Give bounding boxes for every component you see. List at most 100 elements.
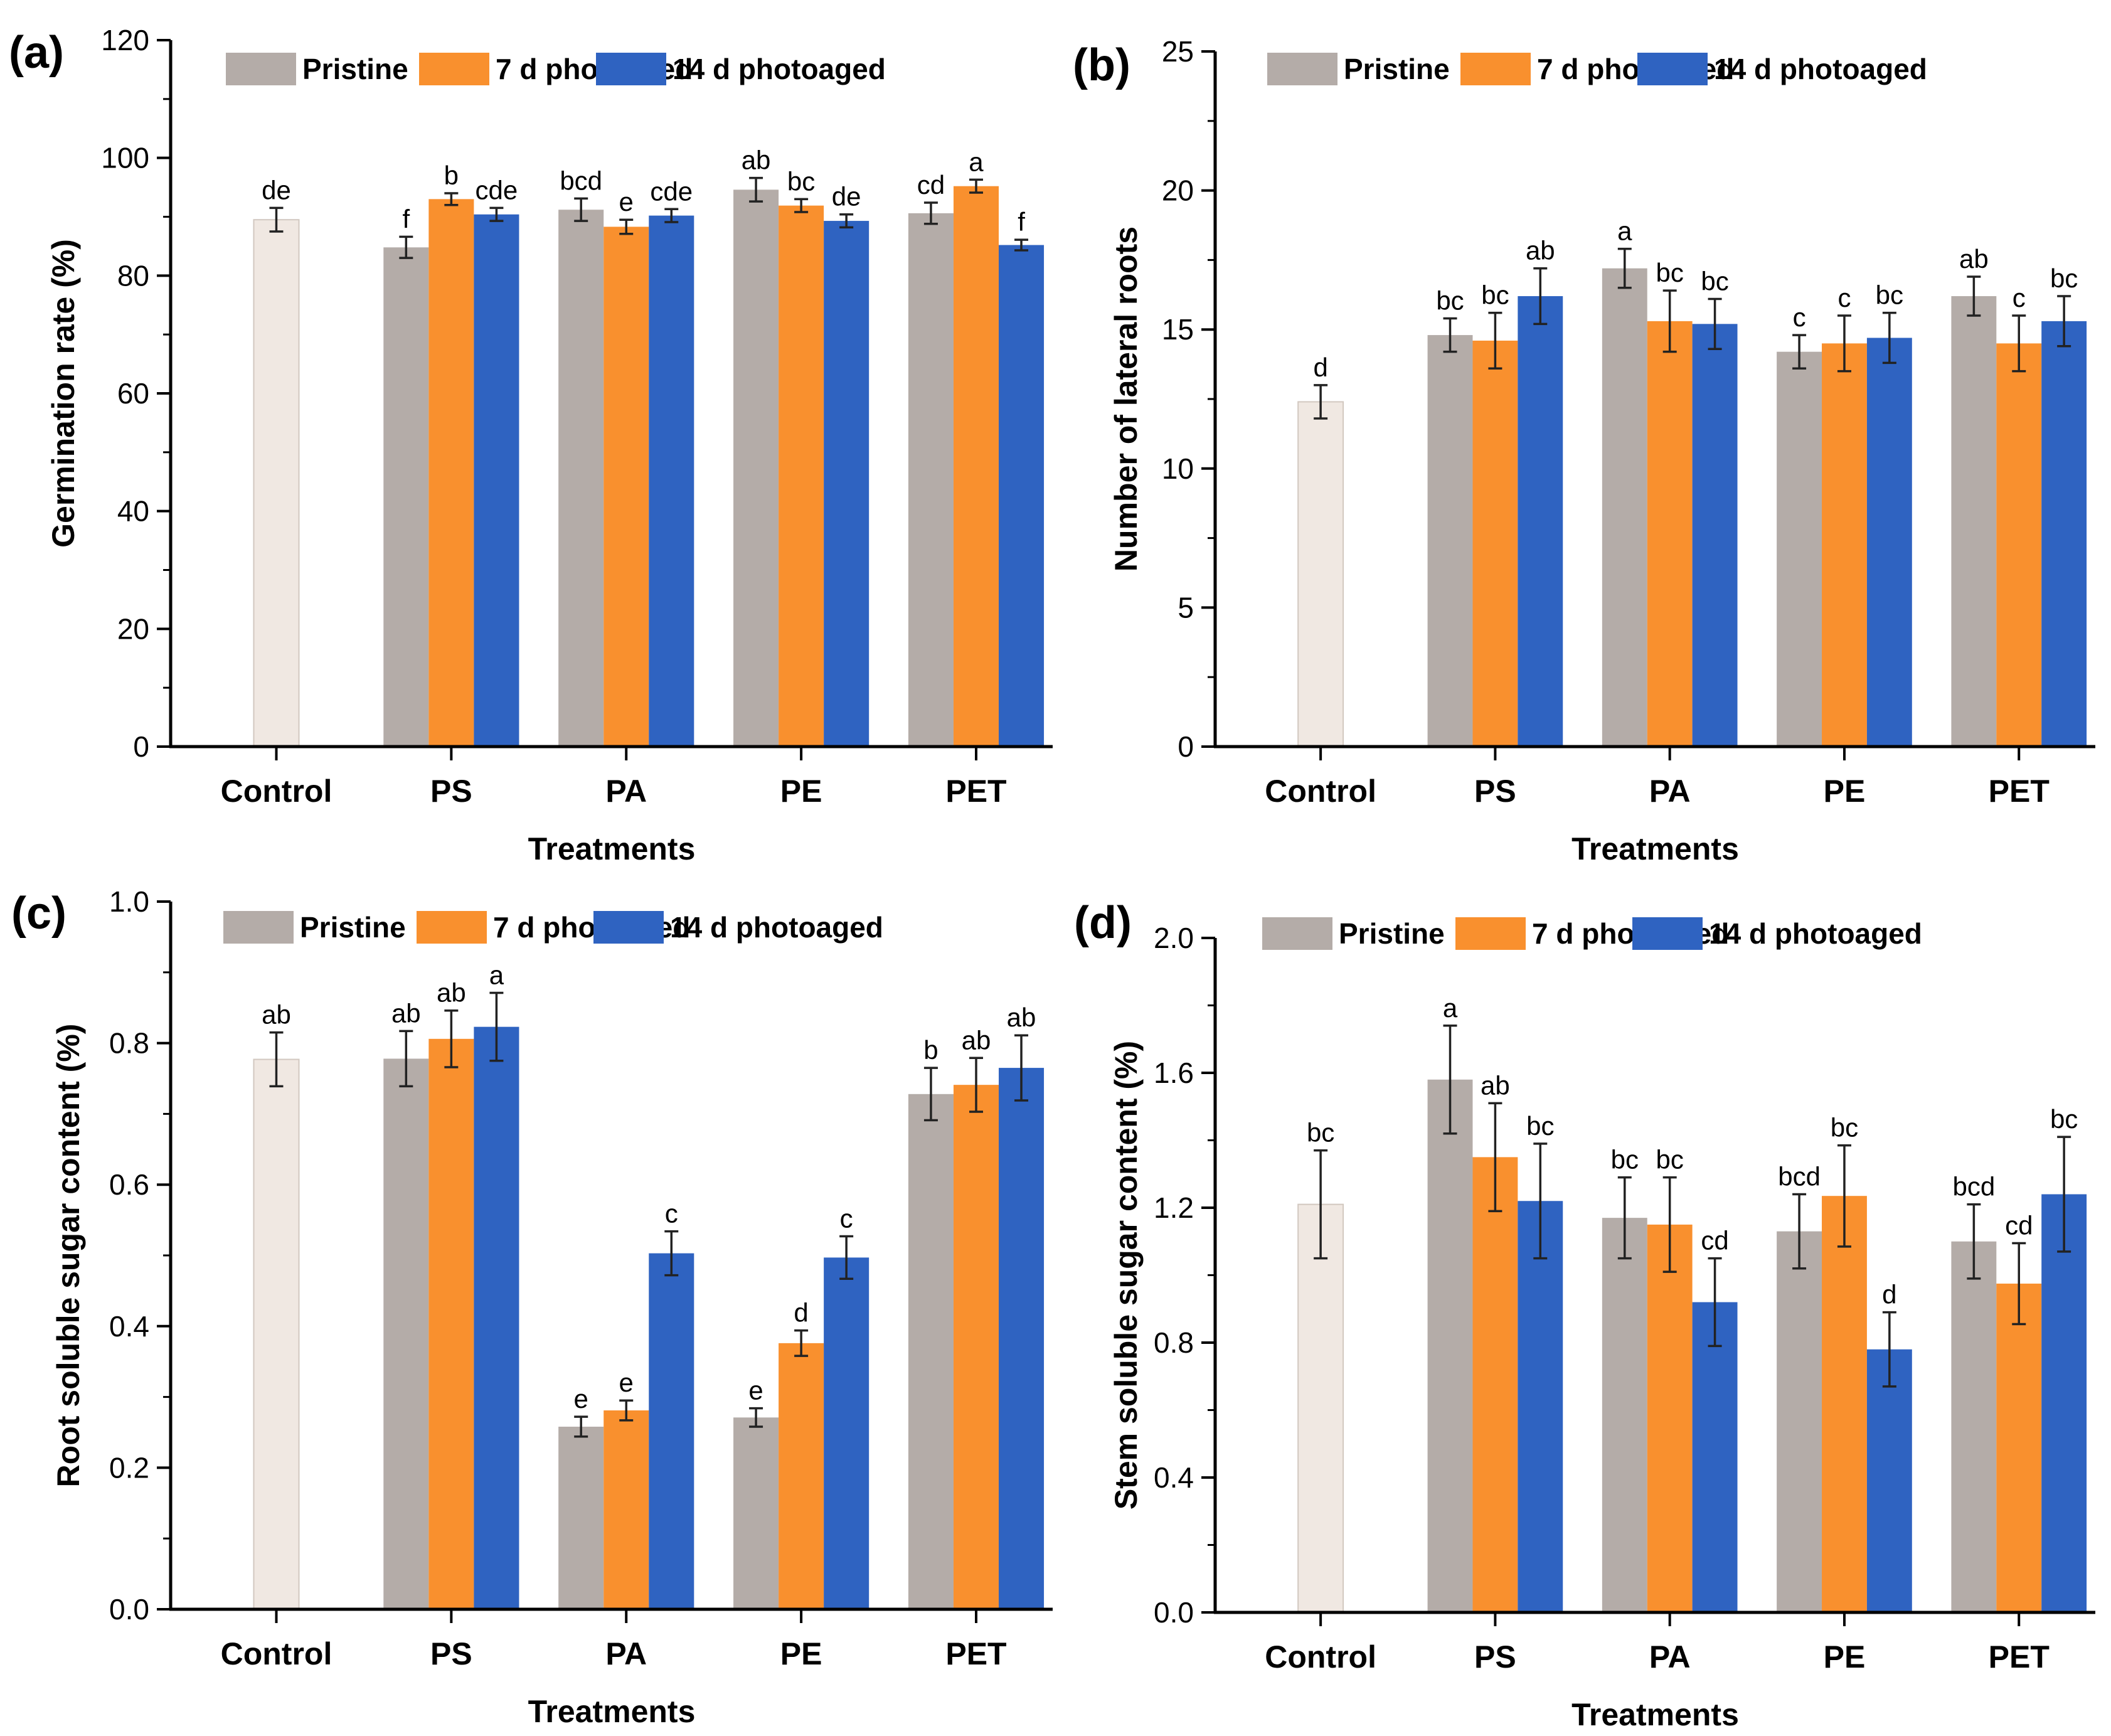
significance-label: bcd (560, 166, 602, 195)
significance-label: d (794, 1298, 808, 1328)
bar-photo7-pet (1996, 1283, 2042, 1612)
significance-label: ab (962, 1025, 991, 1055)
bar-photo14-ps (474, 1026, 519, 1609)
category-label-pa: PA (1649, 1639, 1691, 1675)
legend-swatch-pristine (223, 911, 294, 944)
y-tick-label: 0.8 (1154, 1326, 1194, 1359)
bar-pristine-ps (383, 1058, 429, 1609)
y-tick-label: 5 (1178, 591, 1194, 624)
legend-swatch-photo7 (419, 53, 489, 85)
category-label-pet: PET (1989, 1639, 2050, 1675)
significance-label: bc (1656, 258, 1684, 287)
legend-swatch-pristine (1267, 53, 1337, 85)
y-tick-label: 80 (117, 259, 149, 292)
bar-photo7-pa (604, 1410, 649, 1609)
bar-control (1297, 401, 1344, 747)
significance-label: a (969, 147, 984, 176)
category-label-pet: PET (945, 1636, 1006, 1671)
bar-control (1297, 1203, 1344, 1613)
legend-swatch-photo14 (596, 53, 666, 85)
y-tick-label: 60 (117, 377, 149, 410)
bar-pristine-pet (1951, 296, 1997, 747)
y-tick-label: 1.6 (1154, 1057, 1194, 1089)
bar-photo7-ps (1472, 1157, 1518, 1612)
significance-label: c (1793, 302, 1806, 332)
x-axis-title: Treatments (1571, 1697, 1739, 1732)
bar-photo14-pet (2041, 321, 2087, 747)
category-label-pa: PA (605, 1636, 647, 1671)
bar-photo14-pe (824, 1257, 869, 1609)
bar-photo14-pa (649, 1253, 694, 1609)
bar-photo14-pa (1692, 1302, 1738, 1612)
significance-label: bc (2050, 1104, 2078, 1134)
category-label-pe: PE (1824, 1639, 1866, 1675)
bar-photo7-pe (1822, 1196, 1867, 1612)
bar-photo7-ps (428, 1038, 474, 1609)
legend-swatch-photo14 (1632, 917, 1703, 950)
y-axis-title: Number of lateral roots (1109, 226, 1144, 572)
bar-photo7-pa (1647, 1224, 1693, 1612)
significance-label: ab (437, 978, 466, 1008)
significance-label: ab (1007, 1003, 1036, 1032)
legend-label-photo14: 14 d photoaged (670, 911, 883, 944)
legend-swatch-photo7 (417, 911, 487, 944)
bar-photo7-pa (604, 226, 649, 747)
significance-label: cd (1701, 1226, 1728, 1255)
y-axis-title: Stem soluble sugar content (%) (1109, 1041, 1144, 1510)
y-tick-label: 0.4 (109, 1310, 149, 1343)
significance-label: bc (1436, 285, 1464, 315)
y-tick-label: 25 (1162, 35, 1194, 68)
category-label-control: Control (1265, 774, 1376, 809)
significance-label: cde (650, 176, 693, 206)
y-tick-label: 20 (1162, 174, 1194, 207)
legend-label-pristine: Pristine (300, 911, 406, 944)
significance-label: d (1882, 1280, 1896, 1309)
significance-label: cd (917, 170, 945, 200)
bar-photo14-pe (824, 221, 869, 747)
significance-label: ab (1526, 236, 1555, 265)
significance-label: b (444, 161, 459, 190)
bar-photo7-pet (953, 1085, 999, 1609)
chart-panel-2: (b) 0 5 10 15 20 25 Number of lateral roots Cont… (1073, 35, 2095, 866)
significance-label: bc (787, 166, 815, 196)
bar-pristine-pe (733, 1417, 779, 1609)
bar-pristine-pet (908, 1094, 954, 1609)
significance-label: f (1018, 207, 1025, 237)
significance-label: a (1443, 993, 1458, 1023)
y-tick-label: 0 (1178, 730, 1194, 763)
panel-label: (c) (11, 888, 66, 939)
bar-pristine-ps (1427, 335, 1473, 747)
y-tick-label: 0.6 (109, 1168, 149, 1201)
y-tick-label: 40 (117, 495, 149, 528)
significance-label: c (840, 1204, 853, 1233)
significance-label: ab (1481, 1070, 1510, 1100)
legend-swatch-pristine (226, 53, 296, 85)
significance-label: bc (1656, 1145, 1684, 1174)
bar-photo7-pe (1822, 343, 1867, 747)
panel-label: (b) (1073, 40, 1130, 90)
significance-label: de (262, 175, 291, 205)
significance-label: bc (1831, 1113, 1858, 1142)
bar-pristine-ps (383, 247, 429, 747)
x-axis-title: Treatments (528, 831, 696, 866)
chart-panel-3: (c) 0.0 0.2 0.4 0.6 0.8 1.0 Root soluble sugar … (11, 885, 1053, 1729)
legend-swatch-pristine (1262, 917, 1332, 950)
significance-label: bc (1611, 1145, 1639, 1174)
y-tick-label: 100 (101, 142, 149, 174)
chart-panel-1: (a) 0 20 40 60 80 100 120 Germination rate (%) Co… (9, 24, 1053, 866)
y-tick-label: 120 (101, 24, 149, 56)
category-label-ps: PS (1474, 774, 1516, 809)
bar-photo7-pet (953, 186, 999, 747)
y-tick-label: 0.4 (1154, 1461, 1194, 1494)
category-label-pa: PA (605, 774, 647, 809)
legend-swatch-photo14 (1637, 53, 1708, 85)
bar-photo14-pet (999, 245, 1045, 747)
significance-label: bc (1481, 280, 1509, 310)
category-label-control: Control (221, 1636, 332, 1671)
significance-label: ab (1959, 244, 1989, 274)
bar-pristine-pe (1777, 1231, 1822, 1612)
bar-photo7-pet (1996, 343, 2042, 747)
y-tick-label: 0.0 (1154, 1596, 1194, 1629)
legend-label-pristine: Pristine (1339, 917, 1445, 950)
